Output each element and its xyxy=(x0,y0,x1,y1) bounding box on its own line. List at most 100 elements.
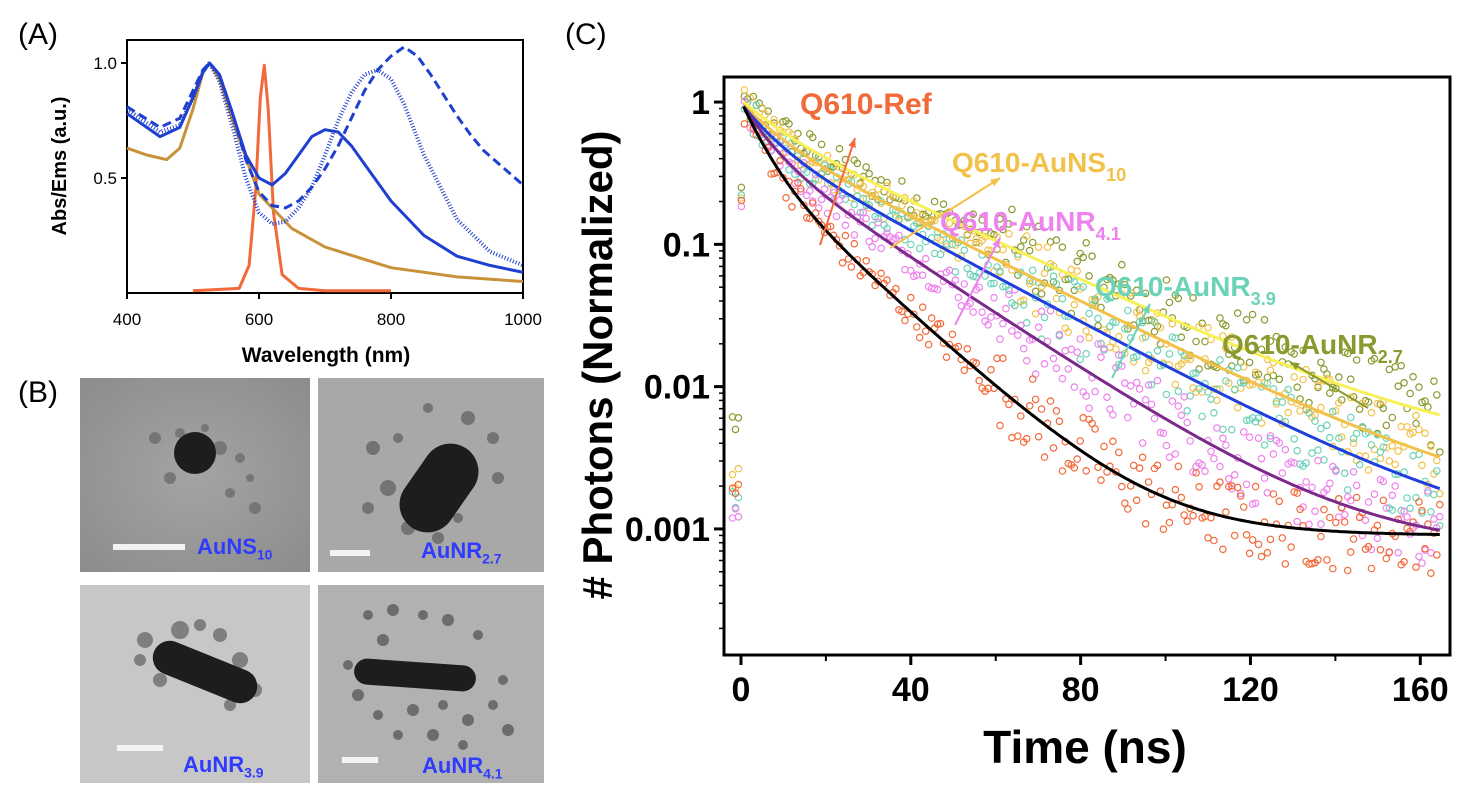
data-point xyxy=(1100,442,1108,451)
data-point xyxy=(1430,377,1438,386)
fit-line-3 xyxy=(742,104,1441,459)
data-point xyxy=(1159,429,1168,438)
data-point xyxy=(1302,459,1310,467)
data-point xyxy=(1326,389,1334,398)
data-point xyxy=(1340,469,1349,478)
data-point xyxy=(996,267,1004,276)
data-point xyxy=(1159,525,1168,534)
data-point xyxy=(1323,556,1331,564)
data-point xyxy=(1421,544,1429,553)
data-point xyxy=(1109,437,1117,446)
data-point xyxy=(883,276,891,284)
data-point xyxy=(1290,459,1299,467)
data-point xyxy=(1192,468,1200,477)
data-point xyxy=(1287,543,1296,551)
data-point xyxy=(987,279,995,288)
data-point xyxy=(1186,355,1195,364)
data-point xyxy=(737,183,746,192)
data-point xyxy=(1430,490,1438,499)
data-point xyxy=(1180,511,1189,519)
data-point xyxy=(936,236,945,244)
data-point xyxy=(1340,510,1349,519)
data-point xyxy=(1195,482,1203,491)
data-point xyxy=(1076,335,1085,343)
data-point xyxy=(1257,552,1266,561)
tem-image-aunr39: AuNR3.9 xyxy=(80,585,310,783)
data-point xyxy=(1153,376,1162,385)
data-point xyxy=(912,209,921,217)
data-point xyxy=(981,272,989,280)
x-tick-label: 1000 xyxy=(504,310,542,329)
data-point xyxy=(1126,288,1135,297)
data-point xyxy=(1251,499,1260,508)
data-point xyxy=(909,310,918,319)
data-point xyxy=(999,354,1007,363)
data-point xyxy=(1239,362,1248,371)
data-point xyxy=(990,293,998,302)
series-line-2 xyxy=(126,61,524,274)
data-point xyxy=(1118,482,1126,491)
data-point xyxy=(1049,354,1058,363)
data-point xyxy=(1251,482,1260,491)
data-point xyxy=(1225,350,1233,359)
data-point xyxy=(1034,222,1043,231)
data-point xyxy=(1171,334,1180,342)
arrow-head xyxy=(1290,362,1300,370)
data-point xyxy=(1308,483,1316,492)
plot-frame xyxy=(722,75,1452,657)
data-point xyxy=(1317,520,1325,528)
data-point xyxy=(1379,496,1388,505)
data-point xyxy=(1022,222,1031,231)
data-point xyxy=(1144,381,1153,389)
data-point xyxy=(1019,296,1028,305)
data-point xyxy=(1219,425,1227,434)
data-point xyxy=(1147,400,1156,409)
data-point xyxy=(1037,307,1046,316)
data-point xyxy=(1388,442,1397,450)
data-point xyxy=(1311,417,1319,425)
data-point xyxy=(802,214,811,222)
data-point xyxy=(969,210,978,219)
data-point xyxy=(1320,505,1328,514)
data-point xyxy=(906,206,915,214)
data-point xyxy=(1403,513,1411,521)
data-point xyxy=(1305,409,1313,417)
data-point xyxy=(1216,478,1224,487)
data-point xyxy=(1195,384,1203,393)
data-point xyxy=(1352,429,1361,438)
series-line-4 xyxy=(126,45,524,210)
data-point xyxy=(1005,230,1013,238)
data-point xyxy=(1269,450,1278,458)
tem-label-ausn10: AuNS10 xyxy=(197,534,273,563)
data-point xyxy=(1156,428,1165,437)
data-point xyxy=(1278,398,1287,406)
data-point xyxy=(1406,504,1414,513)
data-point xyxy=(1192,369,1200,377)
data-point xyxy=(1121,499,1129,508)
data-point xyxy=(874,218,882,227)
data-point xyxy=(1329,564,1337,573)
data-point xyxy=(1248,310,1257,319)
data-point xyxy=(1025,246,1034,255)
data-point xyxy=(1222,441,1230,450)
data-point xyxy=(906,293,915,302)
data-point xyxy=(1132,496,1141,505)
data-point xyxy=(1346,496,1355,505)
data-point xyxy=(1382,421,1391,430)
data-point xyxy=(1352,481,1361,490)
data-point xyxy=(1239,428,1248,436)
data-point xyxy=(1239,503,1248,511)
data-point xyxy=(1412,419,1420,428)
data-point xyxy=(737,196,746,205)
data-point xyxy=(999,225,1007,234)
data-point xyxy=(1219,434,1227,443)
data-point xyxy=(978,308,986,317)
data-point xyxy=(1028,266,1037,275)
data-point xyxy=(1260,315,1269,324)
data-point xyxy=(1132,352,1141,361)
data-point xyxy=(1335,399,1343,407)
x-tick-label: 160 xyxy=(1392,671,1449,709)
data-point xyxy=(945,266,954,275)
data-point xyxy=(1046,397,1055,405)
